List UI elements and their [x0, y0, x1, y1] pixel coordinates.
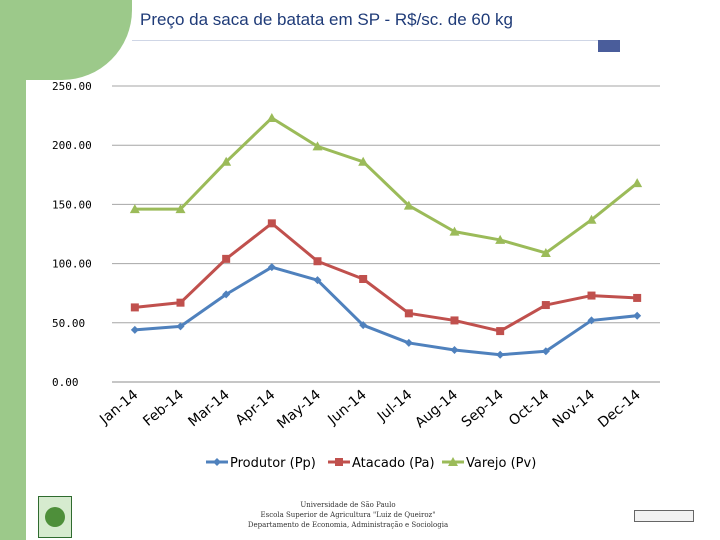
x-tick-label: Aug-14 — [412, 387, 461, 432]
esalq-logo-emblem — [45, 507, 65, 527]
data-point-varejo — [358, 156, 369, 166]
legend-marker — [335, 458, 343, 466]
footer-line-department: Departamento de Economia, Administração … — [247, 521, 449, 529]
data-point-atacado — [450, 316, 459, 325]
data-point-atacado — [359, 274, 368, 283]
y-tick-label: 0.00 — [52, 376, 79, 389]
data-point-atacado — [130, 303, 139, 312]
decorative-sidebar — [0, 0, 26, 540]
legend-marker — [448, 457, 458, 466]
data-point-atacado — [496, 327, 505, 336]
data-point-varejo — [221, 156, 232, 166]
legend-marker — [213, 458, 221, 466]
data-point-produtor — [359, 321, 368, 330]
y-tick-label: 100.00 — [52, 258, 92, 271]
y-tick-label: 50.00 — [52, 317, 85, 330]
data-point-atacado — [541, 301, 550, 310]
footer-line-university: Universidade de São Paulo — [300, 501, 396, 509]
data-point-produtor — [496, 350, 505, 359]
data-point-produtor — [404, 338, 413, 347]
data-point-atacado — [313, 257, 322, 266]
x-tick-label: Apr-14 — [233, 387, 279, 429]
x-tick-label: Oct-14 — [506, 387, 552, 430]
data-point-atacado — [176, 298, 185, 307]
data-point-produtor — [587, 316, 596, 325]
x-tick-label: Nov-14 — [550, 387, 599, 431]
data-point-varejo — [312, 141, 323, 151]
chart-frame — [26, 80, 666, 490]
legend-label: Produtor (Pp) — [230, 456, 316, 471]
data-point-varejo — [175, 204, 186, 214]
title-rule — [132, 40, 620, 52]
y-tick-label: 150.00 — [52, 198, 92, 211]
footer-line-school: Escola Superior de Agricultura "Luiz de … — [260, 511, 436, 519]
lcf-logo — [628, 494, 698, 538]
x-tick-label: Feb-14 — [140, 387, 187, 430]
title-rule-accent — [598, 40, 620, 52]
lcf-logo-bar — [634, 510, 694, 522]
data-point-produtor — [222, 290, 231, 299]
data-point-varejo — [403, 200, 414, 210]
data-point-varejo — [449, 226, 460, 236]
x-tick-label: Mar-14 — [185, 387, 232, 430]
data-point-varejo — [540, 247, 551, 257]
chart-title: Preço da saca de batata em SP - R$/sc. d… — [140, 10, 513, 29]
data-point-varejo — [586, 214, 597, 224]
series-line — [134, 116, 639, 255]
data-point-produtor — [267, 263, 276, 272]
x-tick-label: Jan-14 — [96, 387, 141, 429]
x-tick-label: Jul-14 — [374, 387, 416, 426]
legend-label: Varejo (Pv) — [466, 456, 536, 471]
x-tick-label: Dec-14 — [595, 387, 644, 431]
data-point-atacado — [222, 254, 231, 263]
data-point-varejo — [495, 234, 506, 244]
data-point-atacado — [404, 309, 413, 318]
data-point-produtor — [633, 311, 642, 320]
footer-institution: Universidade de São Paulo Escola Superio… — [200, 500, 496, 530]
x-tick-label: Sep-14 — [459, 387, 507, 431]
esalq-logo — [38, 496, 72, 538]
data-point-varejo — [632, 178, 643, 188]
x-tick-label: Jun-14 — [324, 387, 369, 429]
data-point-atacado — [267, 219, 276, 228]
x-tick-label: May-14 — [274, 387, 324, 432]
y-tick-label: 200.00 — [52, 139, 92, 152]
data-point-varejo — [266, 112, 277, 122]
legend-label: Atacado (Pa) — [352, 456, 435, 471]
series-line — [134, 221, 638, 333]
data-point-produtor — [176, 322, 185, 331]
data-point-varejo — [129, 204, 140, 214]
data-point-produtor — [541, 347, 550, 356]
data-point-atacado — [633, 293, 642, 302]
y-tick-label: 250.00 — [52, 80, 92, 93]
data-point-produtor — [130, 325, 139, 334]
data-point-produtor — [313, 276, 322, 285]
data-point-produtor — [450, 346, 459, 355]
data-point-atacado — [587, 291, 596, 300]
series-line — [134, 265, 638, 357]
